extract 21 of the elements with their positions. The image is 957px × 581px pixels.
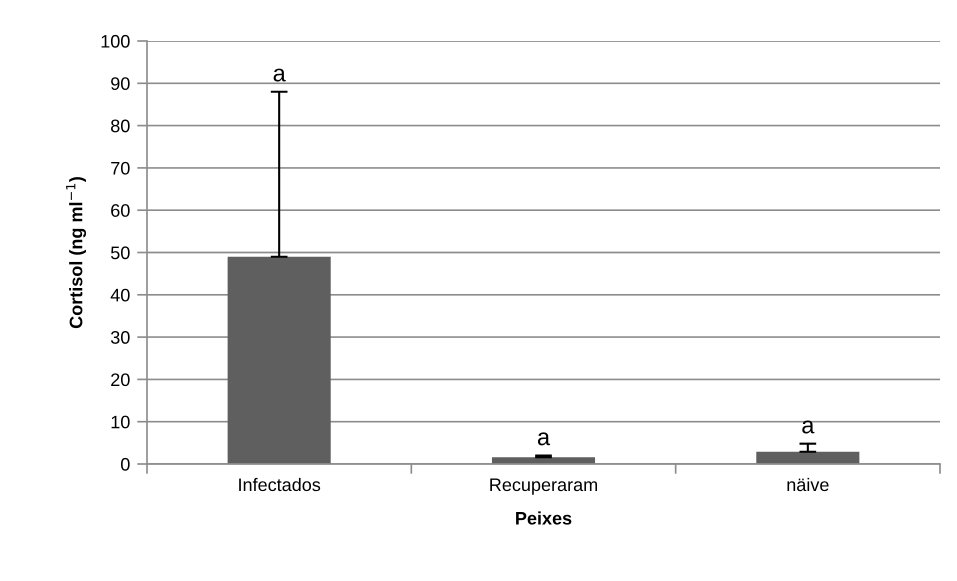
annotation: a	[274, 68, 286, 82]
x-tick-label: Infectados	[239, 478, 320, 492]
y-tick-label: 70	[111, 162, 130, 175]
y-tick-label: 10	[112, 416, 130, 428]
y-tick-label: 100	[102, 34, 130, 48]
y-tick-label: 60	[111, 204, 130, 217]
bar	[228, 256, 331, 464]
y-tick-label: 40	[110, 288, 130, 302]
x-axis-title: Peixes	[516, 511, 572, 525]
y-tick-label: 50	[110, 246, 130, 260]
y-tick-label: 90	[111, 77, 130, 90]
y-tick-label: 0	[121, 458, 130, 471]
annotation: a	[538, 432, 550, 446]
y-tick-label: 80	[111, 120, 130, 132]
y-tick-label: 20	[111, 373, 130, 386]
y-axis-title: Cortisol (ng ml$^{−1}$)	[66, 177, 86, 328]
annotation: a	[802, 420, 814, 434]
bar	[756, 452, 860, 464]
x-tick-label: Recuperaram	[490, 478, 598, 495]
y-tick-label: 30	[110, 331, 130, 344]
x-tick-label: näive	[787, 478, 829, 492]
